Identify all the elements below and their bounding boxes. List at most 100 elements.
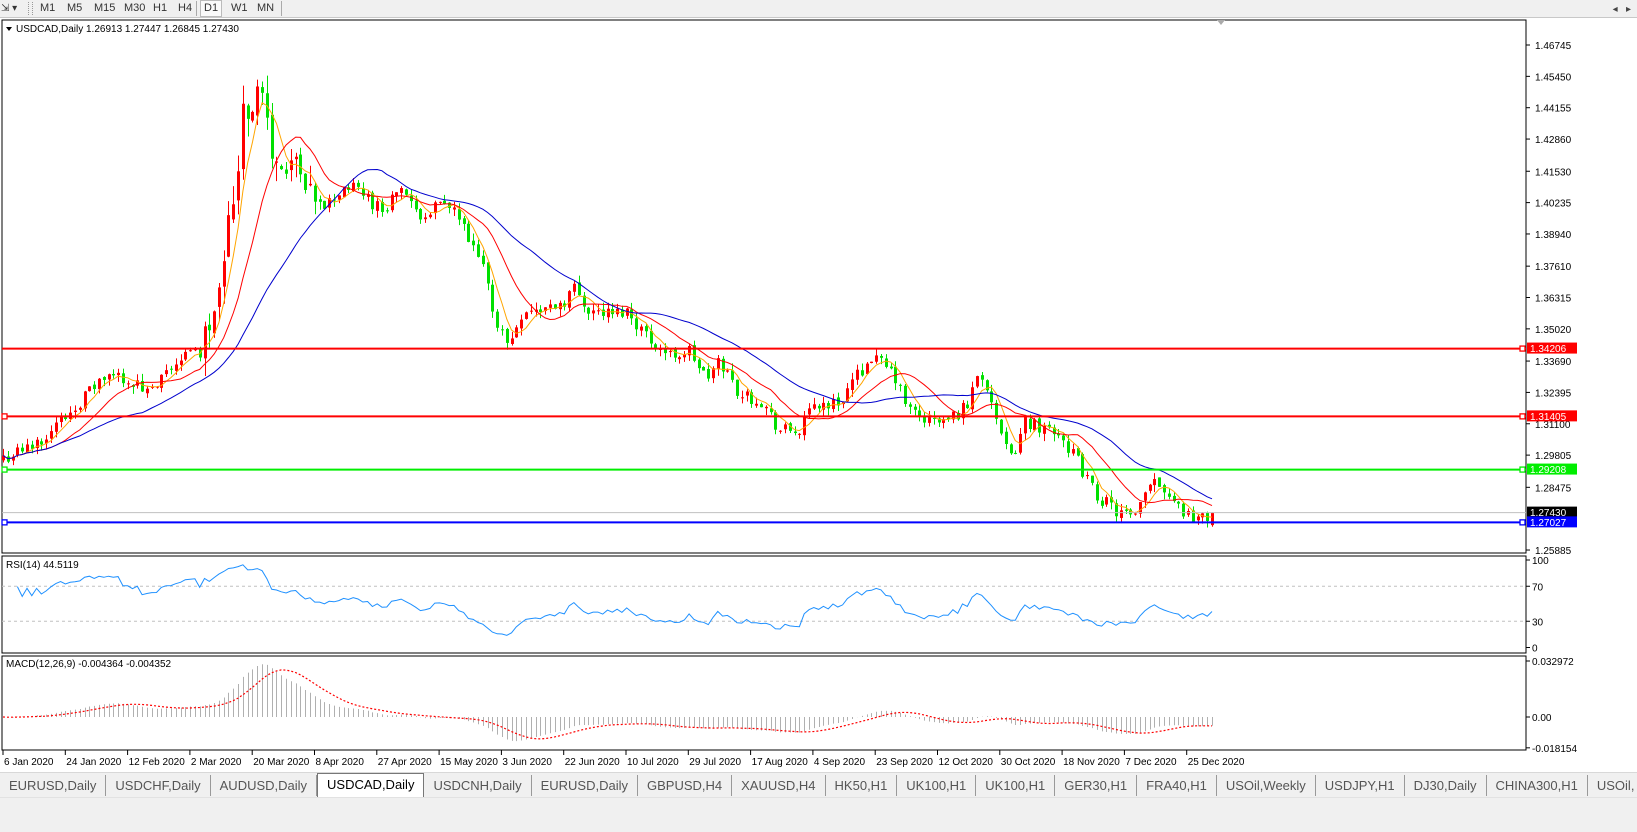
horizontal-level-line[interactable]: 1.34206: [2, 342, 1577, 356]
timeframe-d1-button[interactable]: D1: [200, 0, 223, 17]
candle-body: [1134, 513, 1137, 515]
candle-body: [784, 424, 787, 430]
cursor-arrow-icon[interactable]: ⇲ ▾: [1, 3, 18, 14]
candle-body: [822, 402, 825, 410]
candle-body: [813, 404, 816, 409]
candle-body: [506, 328, 509, 343]
candle-body: [976, 376, 979, 387]
scroll-right-icon[interactable]: ▸: [1625, 4, 1631, 15]
chart-tab[interactable]: FRA40,H1: [1137, 775, 1217, 796]
chart-tab[interactable]: USDCNH,Daily: [424, 775, 532, 796]
chart-tab[interactable]: UK100,H1: [897, 775, 977, 796]
candle-body: [938, 418, 941, 423]
chart-area[interactable]: 1.46745 1.45450 1.44155 1.42860 1.41530 1.402…: [0, 0, 1637, 772]
date-tick-label: 15 May 2020: [440, 757, 498, 768]
candle-body: [664, 349, 667, 354]
timeframe-m1-button[interactable]: M1: [40, 2, 56, 14]
timeframe-m30-button[interactable]: M30: [124, 2, 146, 14]
moving-average-line: [2, 168, 1213, 500]
candle-body: [1062, 435, 1065, 441]
horizontal-level-line[interactable]: 1.31405: [1, 410, 1577, 423]
candle-body: [760, 404, 763, 408]
candle-body: [520, 319, 523, 329]
chart-tab[interactable]: GBPUSD,H4: [638, 775, 733, 796]
chart-tab[interactable]: CHINA300,H1: [1487, 775, 1588, 796]
price-tick-label: 1.28475: [1535, 483, 1572, 494]
candle-body: [539, 309, 542, 313]
main-pane: [1, 19, 1527, 554]
chart-tab[interactable]: USOil,: [1588, 775, 1637, 796]
candle-body: [242, 103, 245, 170]
timeframe-h4-button[interactable]: H4: [178, 2, 193, 14]
candle-body: [731, 370, 734, 380]
candle-body: [367, 194, 370, 197]
candle-body: [851, 379, 854, 390]
rsi-tick-label: 70: [1532, 582, 1544, 593]
price-tick-label: 1.46745: [1535, 41, 1572, 52]
candle-body: [1182, 503, 1185, 517]
chart-tab[interactable]: USOil,Weekly: [1217, 775, 1316, 796]
level-price-tag: [1527, 410, 1577, 422]
chart-ohlc-label: 1.26913 1.27447 1.26845 1.27430: [86, 24, 239, 35]
candle-body: [156, 386, 159, 388]
candle-body: [45, 439, 48, 444]
chart-tab[interactable]: USDJPY,H1: [1316, 775, 1405, 796]
chart-tab[interactable]: USDCHF,Daily: [106, 775, 211, 796]
candle-body: [722, 358, 725, 372]
toolbar-grip[interactable]: [28, 2, 33, 15]
candle-body: [592, 310, 595, 314]
chart-tab[interactable]: XAUUSD,H4: [732, 775, 826, 796]
candle-body: [746, 391, 749, 396]
candle-body: [136, 380, 139, 386]
candle-body: [299, 154, 302, 175]
price-tick-label: 1.41530: [1535, 167, 1572, 178]
horizontal-level-line[interactable]: 1.29208: [1, 463, 1577, 477]
chart-tab[interactable]: UK100,H1: [976, 775, 1056, 796]
candle-body: [280, 166, 283, 170]
candle-body: [559, 302, 562, 310]
candle-body: [741, 397, 744, 399]
candle-body: [328, 198, 331, 208]
candle-body: [789, 423, 792, 431]
candle-body: [654, 344, 657, 350]
candle-body: [295, 156, 298, 160]
price-tick-label: 1.44155: [1535, 104, 1572, 115]
candle-body: [448, 202, 451, 208]
scroll-left-icon[interactable]: ◂: [1612, 4, 1618, 15]
timeframe-m5-button[interactable]: M5: [67, 2, 83, 14]
candle-body: [669, 351, 672, 353]
candle-body: [726, 370, 729, 372]
candle-body: [1053, 427, 1056, 435]
chart-tab[interactable]: HK50,H1: [826, 775, 898, 796]
candle-body: [424, 217, 427, 220]
candle-body: [914, 406, 917, 410]
candle-body: [463, 218, 466, 224]
chart-tab[interactable]: GER30,H1: [1055, 775, 1138, 796]
timeframe-w1-button[interactable]: W1: [231, 2, 248, 14]
candle-body: [736, 379, 739, 396]
chart-tab[interactable]: USDCAD,Daily: [317, 772, 425, 797]
timeframe-m15-button[interactable]: M15: [94, 2, 116, 14]
candle-body: [439, 201, 442, 203]
timeframe-mn-button[interactable]: MN: [257, 2, 275, 14]
candle-body: [31, 444, 34, 449]
chart-tab[interactable]: AUDUSD,Daily: [211, 775, 318, 796]
chart-tab[interactable]: DJ30,Daily: [1405, 775, 1487, 796]
candle-body: [1105, 497, 1108, 505]
horizontal-level-line[interactable]: 1.27027: [1, 516, 1577, 529]
candle-body: [750, 392, 753, 404]
candle-body: [770, 408, 773, 413]
tab-scroll-arrows[interactable]: ◂ ▸: [1613, 4, 1631, 15]
candle-body: [74, 410, 77, 412]
chart-tab[interactable]: EURUSD,Daily: [532, 775, 638, 796]
macd-tick-label: 0.032972: [1532, 657, 1574, 668]
date-tick-label: 18 Nov 2020: [1063, 757, 1120, 768]
chart-tab[interactable]: EURUSD,Daily: [0, 775, 107, 796]
candle-body: [981, 375, 984, 380]
candle-body: [333, 199, 336, 201]
candle-body: [2, 455, 5, 461]
candle-body: [271, 114, 274, 159]
macd-label: MACD(12,26,9) -0.004364 -0.004352: [6, 659, 172, 670]
candle-body: [578, 282, 581, 296]
timeframe-h1-button[interactable]: H1: [153, 2, 168, 14]
